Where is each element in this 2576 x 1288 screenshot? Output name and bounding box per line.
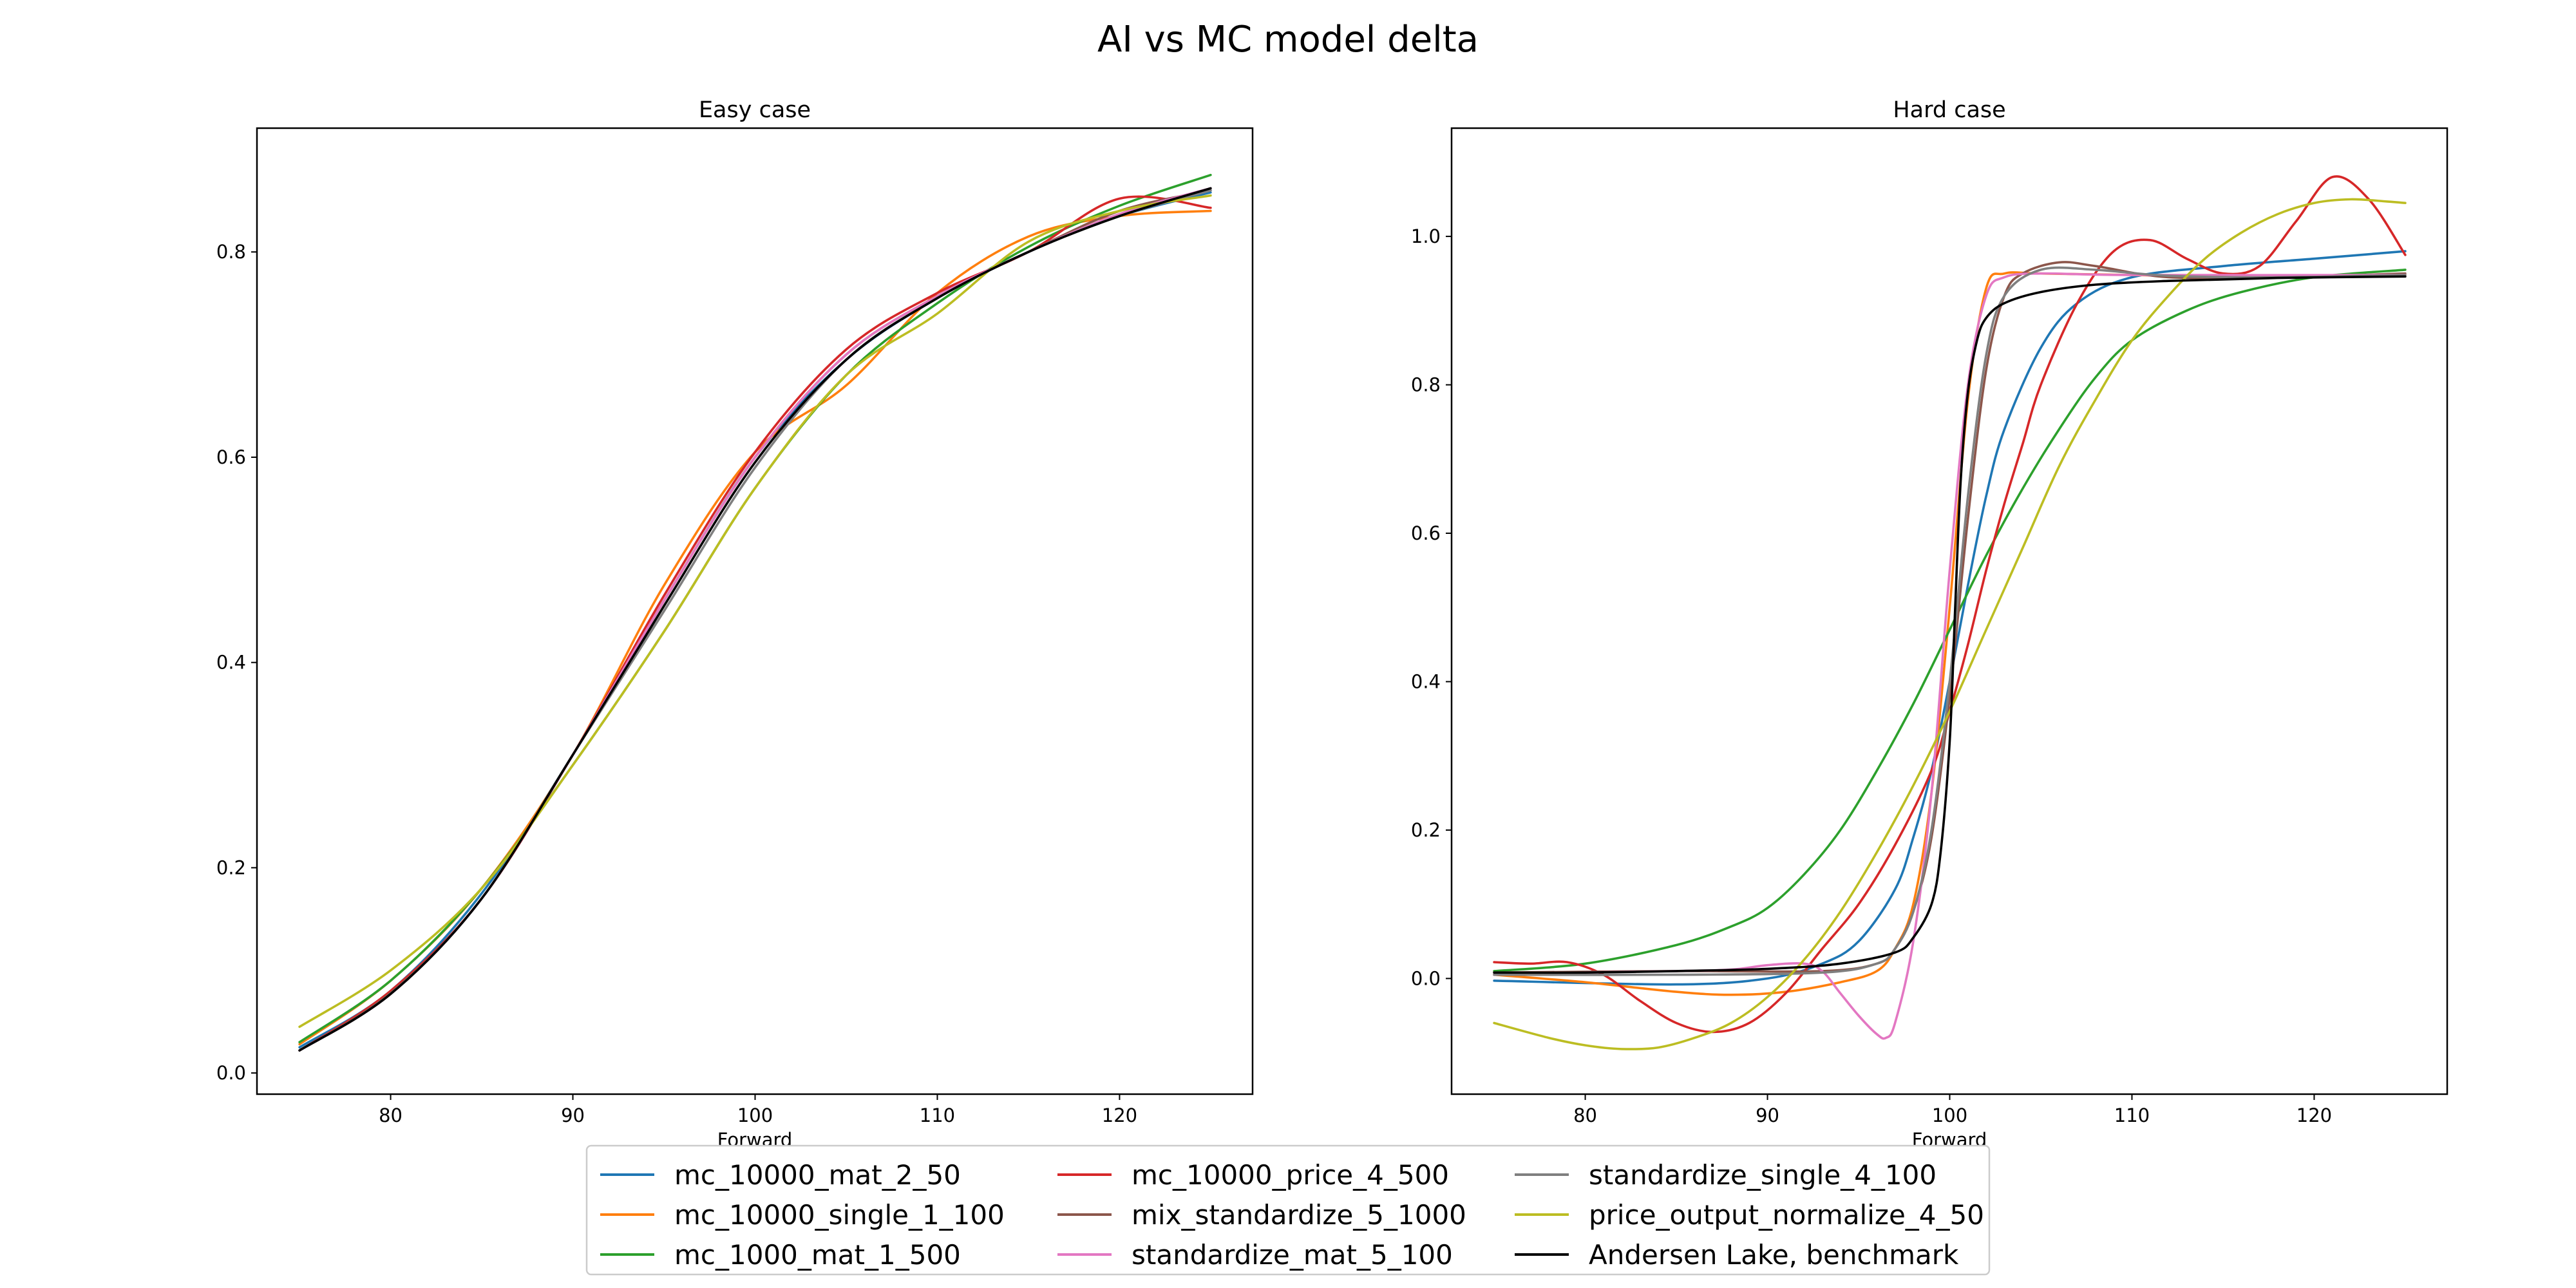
hard-case-y-tick-label: 0.0 [1411, 967, 1441, 989]
legend-label-mc-10000-price-4-500: mc_10000_price_4_500 [1132, 1159, 1449, 1191]
hard-case-x-tick-label: 100 [1932, 1104, 1967, 1126]
easy-case-series-price-output-normalize-4-50 [298, 194, 1212, 1028]
easy-case-axes-ticks: 80 90 100 110 120 0.0 0.2 0.4 0.6 0.8 [216, 241, 1137, 1126]
easy-case-series-andersen-lake-benchmark [298, 187, 1212, 1052]
legend-label-andersen-lake-benchmark: Andersen Lake, benchmark [1589, 1239, 1959, 1271]
hard-case-y-tick-label: 0.8 [1411, 374, 1441, 396]
legend-box [585, 1144, 1991, 1276]
easy-case-series-standardize-single-4-100 [298, 189, 1212, 1052]
easy-case-series-mix-standardize-5-1000 [298, 189, 1212, 1052]
hard-case-y-tick-label: 1.0 [1411, 225, 1441, 247]
easy-case-series-mc-10000-single-1-100 [298, 209, 1212, 1046]
easy-case-x-tick-label: 100 [737, 1104, 773, 1126]
legend-label-mc-1000-mat-1-500: mc_1000_mat_1_500 [674, 1239, 961, 1271]
easy-case-x-tick-label: 90 [561, 1104, 585, 1126]
hard-case-series-andersen-lake-benchmark [1493, 275, 2407, 974]
easy-case-plot-area [298, 173, 1212, 1052]
easy-case-series-standardize-mat-5-100 [298, 187, 1212, 1052]
easy-case-series-mc-1000-mat-1-500 [298, 173, 1212, 1044]
hard-case-series-standardize-single-4-100 [1493, 266, 2407, 976]
hard-case-title: Hard case [1893, 97, 2005, 123]
easy-case-x-tick-label: 80 [379, 1104, 402, 1126]
figure-title: AI vs MC model delta [1097, 19, 1479, 61]
easy-case-x-tick-label: 120 [1102, 1104, 1137, 1126]
easy-case-y-tick-label: 0.8 [216, 241, 246, 263]
hard-case-x-tick-label: 90 [1756, 1104, 1779, 1126]
hard-case-x-tick-label: 120 [2297, 1104, 2332, 1126]
hard-case-x-tick-label: 80 [1573, 1104, 1597, 1126]
hard-case-series-standardize-mat-5-100 [1493, 272, 2407, 1040]
legend-label-mc-10000-mat-2-50: mc_10000_mat_2_50 [674, 1159, 961, 1191]
easy-case-series-mc-10000-price-4-500 [298, 195, 1212, 1052]
hard-case-series-mc-1000-mat-1-500 [1493, 269, 2407, 972]
easy-case-y-tick-label: 0.4 [216, 652, 246, 674]
legend-label-standardize-mat-5-100: standardize_mat_5_100 [1132, 1239, 1453, 1271]
easy-case-axes-frame [256, 127, 1254, 1095]
hard-case-y-tick-label: 0.2 [1411, 819, 1441, 841]
hard-case-panel: Hard case 80 90 100 110 120 0.0 0.2 0.4 0.6 0.8 1.… [1411, 97, 2448, 1151]
hard-case-axes-frame [1450, 127, 2448, 1095]
hard-case-plot-area [1493, 175, 2407, 1050]
legend-label-mix-standardize-5-1000: mix_standardize_5_1000 [1132, 1199, 1466, 1231]
hard-case-y-tick-label: 0.6 [1411, 522, 1441, 544]
legend-label-mc-10000-single-1-100: mc_10000_single_1_100 [674, 1199, 1005, 1231]
legend-label-price-output-normalize-4-50: price_output_normalize_4_50 [1589, 1199, 1984, 1231]
easy-case-y-tick-label: 0.2 [216, 857, 246, 878]
hard-case-series-mc-10000-single-1-100 [1493, 271, 2407, 996]
legend-label-standardize-single-4-100: standardize_single_4_100 [1589, 1159, 1937, 1191]
easy-case-y-tick-label: 0.0 [216, 1062, 246, 1084]
hard-case-series-price-output-normalize-4-50 [1493, 198, 2407, 1050]
easy-case-series-mc-10000-mat-2-50 [298, 191, 1212, 1049]
easy-case-y-tick-label: 0.6 [216, 446, 246, 468]
hard-case-axes-ticks: 80 90 100 110 120 0.0 0.2 0.4 0.6 0.8 1.0 [1411, 225, 2332, 1126]
hard-case-y-tick-label: 0.4 [1411, 670, 1441, 692]
easy-case-x-tick-label: 110 [920, 1104, 955, 1126]
legend: mc_10000_mat_2_50mc_10000_single_1_100mc… [585, 1144, 1991, 1276]
hard-case-x-tick-label: 110 [2114, 1104, 2150, 1126]
easy-case-title: Easy case [699, 97, 811, 123]
